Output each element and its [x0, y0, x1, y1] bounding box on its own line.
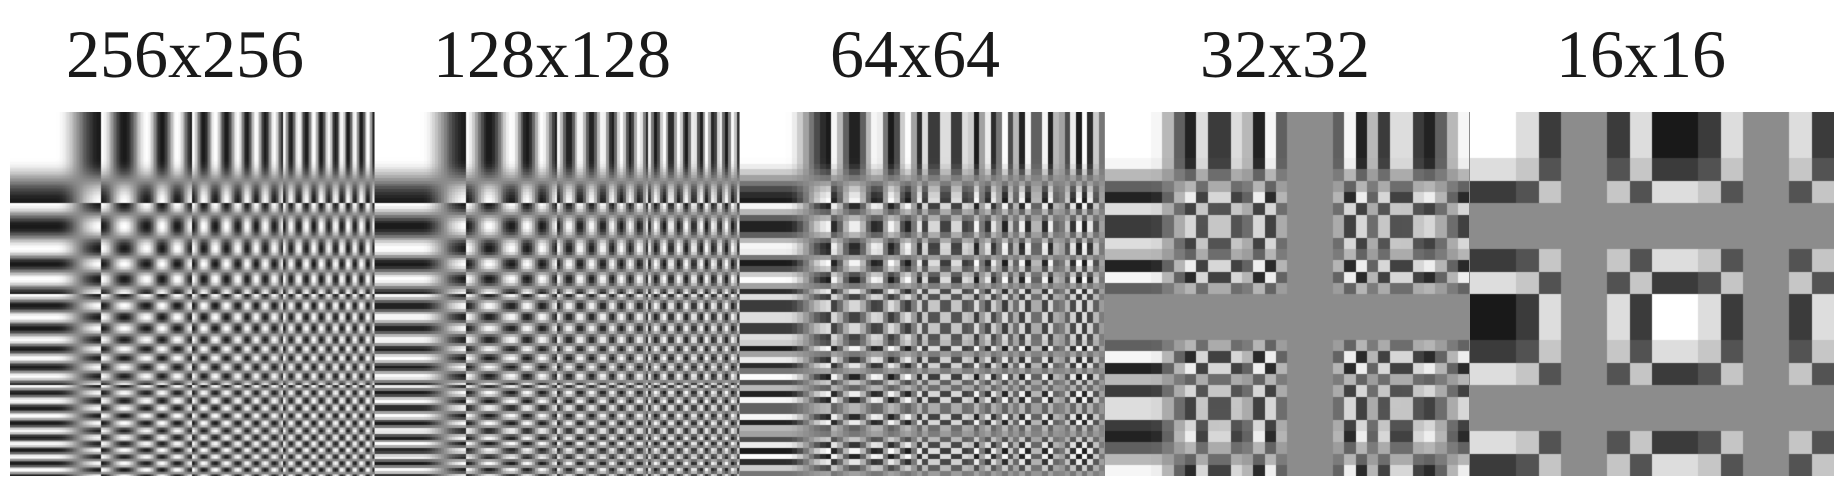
basis-image-strip: [10, 112, 1834, 476]
basis-panel-128: [375, 112, 739, 476]
resolution-labels: 256x256 128x128 64x64 32x32 16x16: [0, 0, 1842, 110]
basis-canvas-128: [375, 112, 739, 476]
label-64: 64x64: [830, 16, 1000, 92]
basis-canvas-256: [10, 112, 374, 476]
basis-panel-256: [10, 112, 374, 476]
basis-canvas-32: [1105, 112, 1469, 476]
label-128: 128x128: [433, 16, 671, 92]
basis-panel-64: [740, 112, 1104, 476]
basis-canvas-64: [740, 112, 1104, 476]
label-32: 32x32: [1200, 16, 1370, 92]
basis-canvas-16: [1470, 112, 1834, 476]
label-16: 16x16: [1556, 16, 1726, 92]
label-256: 256x256: [66, 16, 304, 92]
basis-panel-32: [1105, 112, 1469, 476]
basis-panel-16: [1470, 112, 1834, 476]
